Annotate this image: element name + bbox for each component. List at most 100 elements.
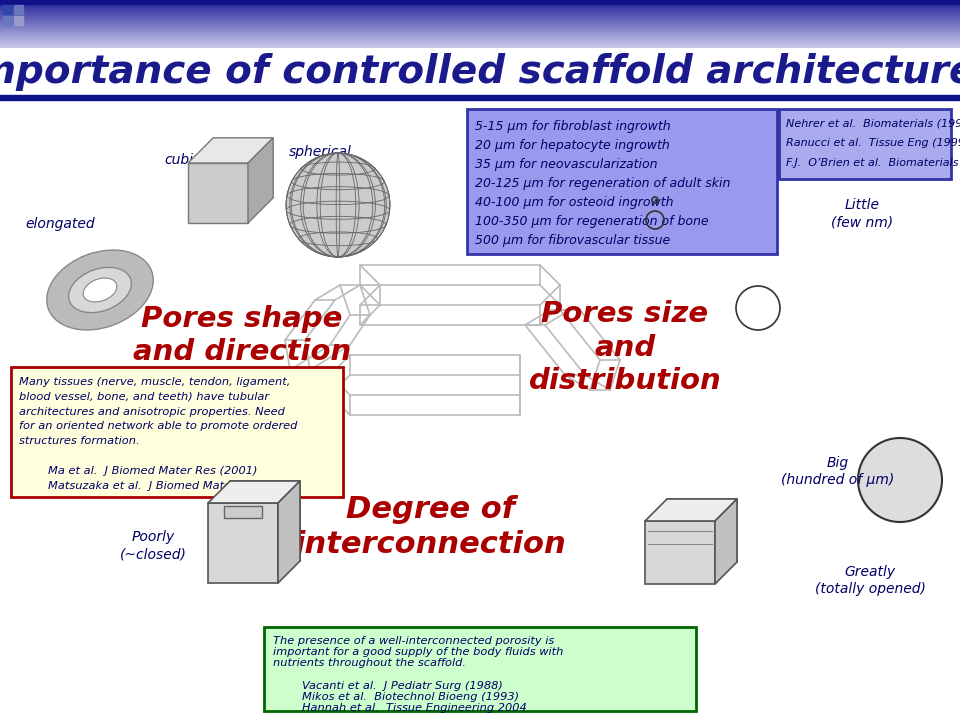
Bar (3, 5, 12, 14)
Text: 100-350 μm for regeneration of bone: 100-350 μm for regeneration of bone (475, 215, 708, 228)
Polygon shape (188, 138, 274, 163)
Text: Ma et al.  J Biomed Mater Res (2001): Ma et al. J Biomed Mater Res (2001) (19, 466, 257, 476)
Bar (0, 8, 960, 9)
Bar (0, 44, 960, 45)
Bar (0, 21, 960, 22)
Bar (0, 9, 960, 10)
Bar (0, 24, 960, 25)
Ellipse shape (84, 278, 117, 302)
Text: Pores shape
and direction: Pores shape and direction (132, 305, 351, 366)
Text: Greatly
(totally opened): Greatly (totally opened) (815, 565, 925, 597)
Polygon shape (188, 163, 248, 223)
Polygon shape (667, 499, 737, 562)
Bar (0, 42, 960, 43)
Text: The presence of a well-interconnected porosity is: The presence of a well-interconnected po… (273, 636, 554, 646)
Bar (0, 28, 960, 29)
Bar (0, 18, 960, 19)
Text: Pores size
and
distribution: Pores size and distribution (529, 300, 721, 395)
Polygon shape (278, 481, 300, 583)
Text: 40-100 μm for osteoid ingrowth: 40-100 μm for osteoid ingrowth (475, 196, 674, 209)
Bar (0, 29, 960, 30)
Bar (0, 12, 960, 13)
Polygon shape (645, 499, 737, 521)
Text: Poorly
(~closed): Poorly (~closed) (120, 530, 186, 561)
Bar (0, 37, 960, 38)
Bar (0, 14, 960, 15)
Bar (0, 22, 960, 23)
Text: Ranucci et al.  Tissue Eng (1999): Ranucci et al. Tissue Eng (1999) (786, 138, 960, 148)
Bar (0, 41, 960, 42)
Text: structures formation.: structures formation. (19, 437, 139, 446)
Bar (0, 23, 960, 24)
Text: Mikos et al.  Biotechnol Bioeng (1993): Mikos et al. Biotechnol Bioeng (1993) (273, 692, 519, 702)
Bar (0, 3, 960, 4)
Bar (0, 45, 960, 46)
Bar (0, 7, 960, 8)
Bar (0, 34, 960, 35)
Bar (0, 26, 960, 27)
Polygon shape (715, 499, 737, 584)
Text: spherical: spherical (289, 145, 351, 159)
Text: elongated: elongated (25, 217, 95, 231)
Text: 20-125 μm for regeneration of adult skin: 20-125 μm for regeneration of adult skin (475, 177, 731, 190)
Bar (0, 2, 960, 3)
Bar (0, 46, 960, 47)
Text: important for a good supply of the body fluids with: important for a good supply of the body … (273, 647, 564, 657)
Bar (0, 13, 960, 14)
Polygon shape (208, 503, 278, 583)
Text: Big
(hundred of μm): Big (hundred of μm) (781, 456, 895, 488)
Bar (0, 6, 960, 7)
Polygon shape (224, 506, 262, 518)
Bar (0, 10, 960, 11)
Bar (14, 5, 23, 14)
Bar (0, 95, 960, 100)
Polygon shape (645, 521, 715, 584)
Text: Matsuzaka et al.  J Biomed Mater Res (2001): Matsuzaka et al. J Biomed Mater Res (200… (19, 480, 301, 490)
Bar (0, 19, 960, 20)
Bar (0, 15, 960, 16)
Text: Many tissues (nerve, muscle, tendon, ligament,: Many tissues (nerve, muscle, tendon, lig… (19, 377, 290, 387)
Bar (3, 16, 12, 25)
Polygon shape (230, 481, 300, 561)
Bar (0, 4, 960, 5)
Text: Nehrer et al.  Biomaterials (1997): Nehrer et al. Biomaterials (1997) (786, 118, 960, 128)
Circle shape (286, 153, 390, 257)
Text: nutrients throughout the scaffold.: nutrients throughout the scaffold. (273, 658, 466, 668)
Text: F.J.  O’Brien et al.  Biomaterials (2005): F.J. O’Brien et al. Biomaterials (2005) (786, 158, 960, 168)
Text: architectures and anisotropic properties. Need: architectures and anisotropic properties… (19, 406, 285, 416)
Text: cubic: cubic (165, 153, 202, 167)
Bar (0, 16, 960, 17)
Bar (0, 39, 960, 40)
Bar (0, 1, 960, 2)
Ellipse shape (68, 267, 132, 312)
Text: Importance of controlled scaffold architectures: Importance of controlled scaffold archit… (0, 53, 960, 91)
Bar (0, 11, 960, 12)
Polygon shape (208, 481, 300, 503)
Bar (0, 25, 960, 26)
Text: Degree of
interconnection: Degree of interconnection (294, 495, 565, 559)
Text: 20 μm for hepatocyte ingrowth: 20 μm for hepatocyte ingrowth (475, 139, 670, 152)
Bar (0, 32, 960, 33)
Ellipse shape (47, 250, 154, 330)
Bar (0, 31, 960, 32)
Bar (0, 33, 960, 34)
FancyBboxPatch shape (11, 367, 343, 497)
Polygon shape (248, 138, 274, 223)
FancyBboxPatch shape (264, 627, 696, 711)
Bar (0, 0, 960, 1)
Bar (0, 40, 960, 41)
Bar (0, 30, 960, 31)
Text: blood vessel, bone, and teeth) have tubular: blood vessel, bone, and teeth) have tubu… (19, 392, 269, 402)
Bar (0, 5, 960, 6)
FancyBboxPatch shape (779, 109, 951, 179)
Bar (0, 35, 960, 36)
Bar (0, 17, 960, 18)
Text: 500 μm for fibrovascular tissue: 500 μm for fibrovascular tissue (475, 234, 670, 247)
Circle shape (858, 438, 942, 522)
Bar (0, 36, 960, 37)
Text: Vacanti et al.  J Pediatr Surg (1988): Vacanti et al. J Pediatr Surg (1988) (273, 681, 503, 691)
Bar (0, 38, 960, 39)
Text: 5-15 μm for fibroblast ingrowth: 5-15 μm for fibroblast ingrowth (475, 120, 671, 133)
Bar (0, 43, 960, 44)
Text: Hannah et al.  Tissue Engineering 2004: Hannah et al. Tissue Engineering 2004 (273, 703, 527, 713)
